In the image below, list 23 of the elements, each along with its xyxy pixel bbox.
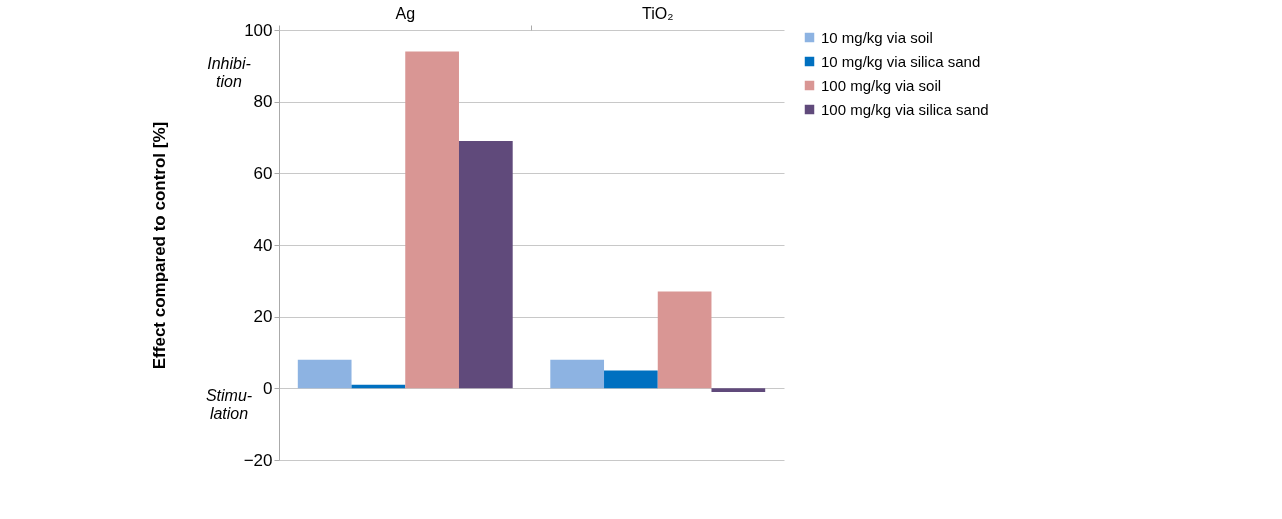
y-tick-label: 100 xyxy=(244,20,273,40)
legend-label: 100 mg/kg via soil xyxy=(821,76,942,94)
y-tick-label: −20 xyxy=(243,450,273,470)
y-tick-label: 60 xyxy=(253,163,273,183)
bar xyxy=(550,359,605,389)
x-tick-label: Ag xyxy=(395,4,416,22)
bar xyxy=(405,51,459,389)
x-tick-label: TiO₂ xyxy=(642,4,674,22)
y-axis-title: Effect compared to control [%] xyxy=(149,121,169,370)
bar xyxy=(458,141,513,389)
text: Inhibi- tion xyxy=(207,55,251,91)
legend-label: 10 mg/kg via soil xyxy=(821,28,933,46)
y-tick-label: 20 xyxy=(253,307,273,327)
text: Stimu- lation xyxy=(205,386,253,422)
y-tick-label: 0 xyxy=(263,378,273,398)
legend-label: 100 mg/kg via silica sand xyxy=(821,100,989,118)
bar xyxy=(297,359,352,389)
y-tick-label: 80 xyxy=(253,92,273,112)
bar xyxy=(604,370,658,389)
bar xyxy=(657,291,712,389)
y-tick-label: 40 xyxy=(253,235,273,255)
legend-label: 10 mg/kg via silica sand xyxy=(821,52,981,70)
bar xyxy=(711,388,766,392)
